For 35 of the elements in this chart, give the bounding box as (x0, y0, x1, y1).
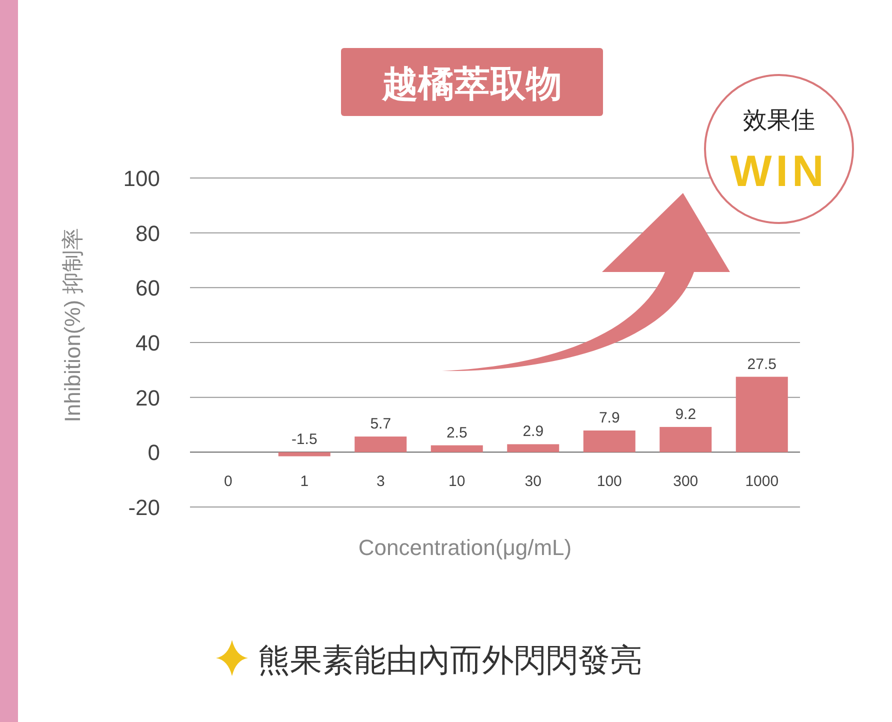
bar (430, 445, 483, 452)
data-label: 5.7 (370, 416, 392, 433)
x-tick-label: 0 (224, 473, 232, 490)
y-tick-label: 40 (136, 330, 160, 356)
text: 熊果素能由內而外閃閃發亮 (258, 642, 642, 678)
x-tick-label: 3 (376, 473, 385, 490)
bar (507, 444, 560, 452)
y-tick-label: 80 (136, 220, 160, 246)
y-tick-label: 60 (136, 276, 160, 301)
text: 效果佳 (743, 107, 815, 134)
chart-title: 越橘萃取物 (381, 63, 562, 104)
y-tick-label: 100 (123, 166, 160, 191)
y-tick-label: 0 (148, 440, 160, 466)
y-tick-label: -20 (128, 495, 160, 520)
data-label: 9.2 (675, 406, 696, 423)
annotation: WIN (730, 147, 828, 196)
data-label: -1.5 (291, 431, 318, 448)
data-label: 2.9 (522, 423, 544, 440)
x-tick-label: 30 (524, 473, 542, 490)
x-axis-title: Concentration(μg/mL) (358, 535, 572, 560)
y-axis-title: Inhibition(%) 抑制率 (60, 228, 85, 422)
bar (278, 452, 330, 456)
x-tick-label: 1000 (745, 473, 779, 490)
data-label: 27.5 (747, 356, 776, 373)
bar (736, 376, 788, 452)
x-tick-label: 1 (300, 473, 309, 490)
x-tick-label: 10 (448, 473, 466, 490)
data-label: 2.5 (446, 424, 468, 442)
y-tick-label: 20 (136, 385, 160, 410)
bar (583, 430, 636, 452)
bar (660, 426, 712, 452)
bar (354, 436, 407, 452)
x-tick-label: 300 (673, 473, 698, 490)
data-label: 7.9 (598, 410, 620, 427)
x-tick-label: 100 (596, 473, 622, 490)
